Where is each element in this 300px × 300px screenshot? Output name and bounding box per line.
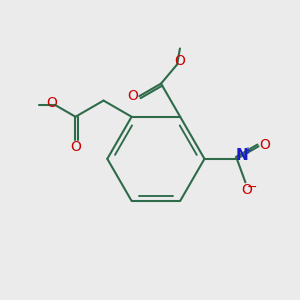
Text: −: − [247, 181, 257, 194]
Text: O: O [260, 138, 271, 152]
Text: O: O [128, 89, 138, 103]
Text: N: N [236, 148, 248, 164]
Text: O: O [70, 140, 81, 154]
Text: +: + [244, 146, 251, 156]
Text: O: O [242, 183, 252, 197]
Text: O: O [174, 54, 185, 68]
Text: O: O [47, 96, 58, 110]
